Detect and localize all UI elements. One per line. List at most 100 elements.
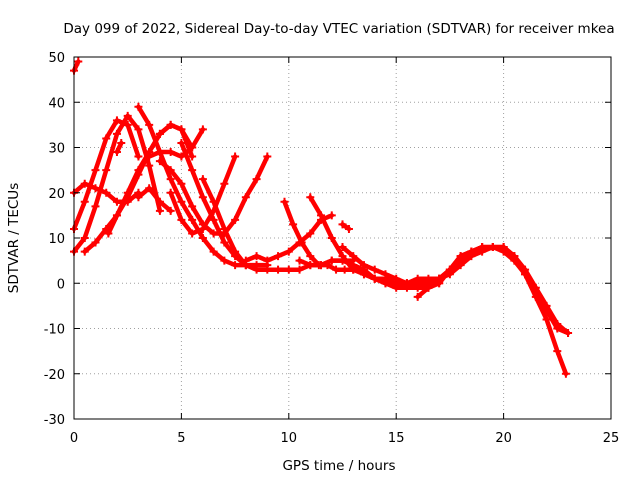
x-tick-label: 15 [388, 431, 405, 446]
data-point-marker [510, 252, 519, 261]
series-track-11 [166, 152, 240, 238]
data-point-marker [252, 265, 261, 274]
data-point-marker [166, 175, 175, 184]
data-point-marker [327, 211, 336, 220]
data-point-marker [241, 193, 250, 202]
data-point-marker [123, 188, 132, 197]
y-tick-label: 20 [48, 187, 65, 202]
y-tick-label: -30 [44, 413, 65, 428]
data-point-marker [177, 215, 186, 224]
data-point-marker [306, 261, 315, 270]
x-tick-label: 0 [70, 431, 78, 446]
y-tick-label: 40 [48, 96, 65, 111]
data-point-marker [424, 274, 433, 283]
data-point-marker [306, 229, 315, 238]
data-point-marker [145, 152, 154, 161]
data-point-marker [413, 274, 422, 283]
series-line [136, 185, 173, 214]
data-point-marker [117, 138, 126, 147]
grid-lines [74, 57, 611, 419]
series-track-10 [134, 184, 175, 215]
data-point-marker [295, 256, 304, 265]
series-line [308, 195, 442, 291]
data-point-marker [188, 143, 197, 152]
data-point-marker [80, 197, 89, 206]
data-point-marker [91, 166, 100, 175]
data-point-marker [220, 256, 229, 265]
data-point-marker [340, 265, 349, 274]
data-point-marker [80, 247, 89, 256]
data-point-marker [349, 252, 358, 261]
x-tick-label: 10 [281, 431, 298, 446]
data-point-marker [231, 215, 240, 224]
y-tick-label: 50 [48, 51, 65, 66]
data-point-marker [263, 152, 272, 161]
data-point-marker [155, 148, 164, 157]
data-point-marker [188, 166, 197, 175]
data-point-marker [112, 211, 121, 220]
y-tick-label: 0 [57, 277, 65, 292]
x-axis-ticks: 0 5 10 15 20 25 [70, 57, 619, 446]
data-point-marker [220, 179, 229, 188]
data-point-marker [542, 315, 551, 324]
x-tick-label: 20 [495, 431, 512, 446]
data-point-marker [188, 215, 197, 224]
data-point-marker [445, 265, 454, 274]
data-point-marker [553, 347, 562, 356]
data-point-marker [338, 243, 347, 252]
data-point-marker [317, 261, 326, 270]
data-point-marker [188, 202, 197, 211]
data-point-marker [155, 206, 164, 215]
series-track-07 [104, 120, 197, 238]
series-track-03 [70, 111, 164, 256]
data-point-marker [317, 211, 326, 220]
y-tick-label: -10 [44, 323, 65, 338]
data-point-marker [74, 57, 83, 66]
data-point-marker [166, 188, 175, 197]
y-tick-label: 30 [48, 142, 65, 157]
data-point-marker [220, 224, 229, 233]
data-point-marker [134, 125, 143, 134]
data-point-marker [177, 138, 186, 147]
data-point-marker [155, 157, 164, 166]
data-point-marker [327, 234, 336, 242]
data-point-marker [413, 292, 422, 301]
data-point-marker [435, 274, 444, 283]
data-point-marker [91, 202, 100, 211]
data-point-marker [306, 252, 315, 261]
data-point-marker [231, 152, 240, 161]
data-point-marker [134, 166, 143, 175]
data-point-marker [564, 329, 573, 338]
chart-title: Day 099 of 2022, Sidereal Day-to-day VTE… [63, 21, 614, 37]
data-point-marker [188, 229, 197, 238]
series-track-12 [155, 152, 272, 238]
data-point-marker [402, 279, 411, 288]
series-track-09 [145, 125, 207, 161]
data-point-marker [280, 197, 289, 206]
data-point-marker [561, 369, 570, 378]
data-point-marker [424, 283, 433, 292]
data-point-marker [145, 120, 154, 129]
data-point-marker [241, 256, 250, 265]
data-point-marker [338, 220, 347, 229]
data-point-marker [467, 247, 476, 256]
data-point-marker [521, 270, 530, 279]
data-point-marker [91, 238, 100, 247]
data-point-marker [80, 234, 89, 242]
data-point-marker [134, 152, 143, 161]
data-point-marker [104, 229, 113, 238]
data-point-marker [252, 175, 261, 184]
y-axis-title: SDTVAR / TECUs [6, 183, 22, 293]
x-tick-label: 25 [603, 431, 620, 446]
data-point-marker [263, 256, 272, 265]
data-point-marker [370, 265, 379, 274]
series-track-13 [177, 138, 272, 270]
data-point-marker [166, 120, 175, 129]
series-line [415, 244, 569, 377]
data-point-marker [188, 152, 197, 161]
data-point-marker [231, 247, 240, 256]
data-point-marker [102, 166, 111, 175]
data-point-marker [155, 197, 164, 206]
data-point-marker [112, 148, 121, 157]
data-point-marker [370, 274, 379, 283]
